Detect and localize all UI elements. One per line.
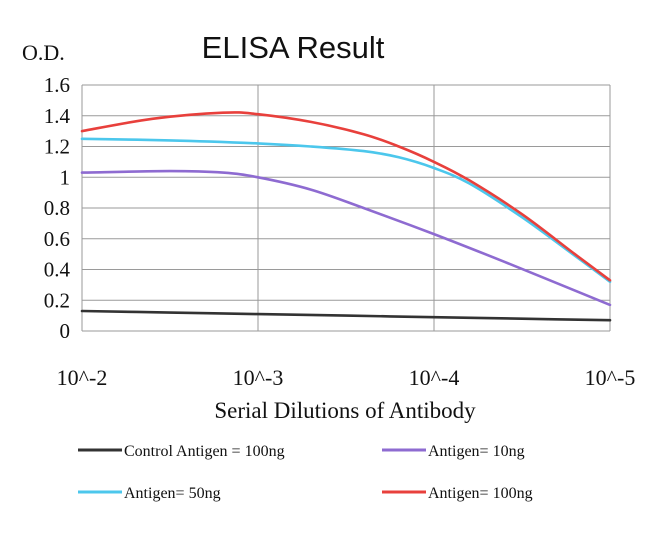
y-tick-label: 0 [60,319,71,343]
y-tick-label: 0.2 [44,288,70,312]
legend-label-antigen-50ng: Antigen= 50ng [124,485,221,502]
data-series [80,111,612,322]
legend-label-antigen-10ng: Antigen= 10ng [428,443,525,460]
series-line-antigen-10ng [80,169,612,307]
y-tick-label: 1.6 [44,73,70,97]
legend-label-control: Control Antigen = 100ng [124,443,285,460]
legend: Control Antigen = 100ng Antigen= 10ng Anti… [78,443,533,502]
series-line-control [80,309,612,322]
series-line-antigen-100ng [80,111,612,282]
y-tick-label: 1 [60,165,71,189]
y-tick-label: 0.6 [44,227,70,251]
y-tick-label: 1.2 [44,135,70,159]
x-tick-label: 10^-2 [57,365,108,390]
x-tick-label: 10^-3 [233,365,284,390]
x-tick-label: 10^-4 [409,365,460,390]
y-tick-label: 0.8 [44,196,70,220]
legend-label-antigen-100ng: Antigen= 100ng [428,485,533,502]
x-tick-labels: 10^-2 10^-3 10^-4 10^-5 [57,365,636,390]
x-tick-label: 10^-5 [585,365,636,390]
x-axis-label: Serial Dilutions of Antibody [214,398,476,423]
y-tick-label: 1.4 [44,104,71,128]
y-axis-label: O.D. [22,40,65,65]
grid-lines [81,84,611,332]
chart-title: ELISA Result [202,30,385,65]
y-tick-label: 0.4 [44,258,71,282]
y-tick-labels: 0 0.2 0.4 0.6 0.8 1 1.2 1.4 1.6 [44,73,71,343]
series-line-antigen-50ng [80,137,612,284]
